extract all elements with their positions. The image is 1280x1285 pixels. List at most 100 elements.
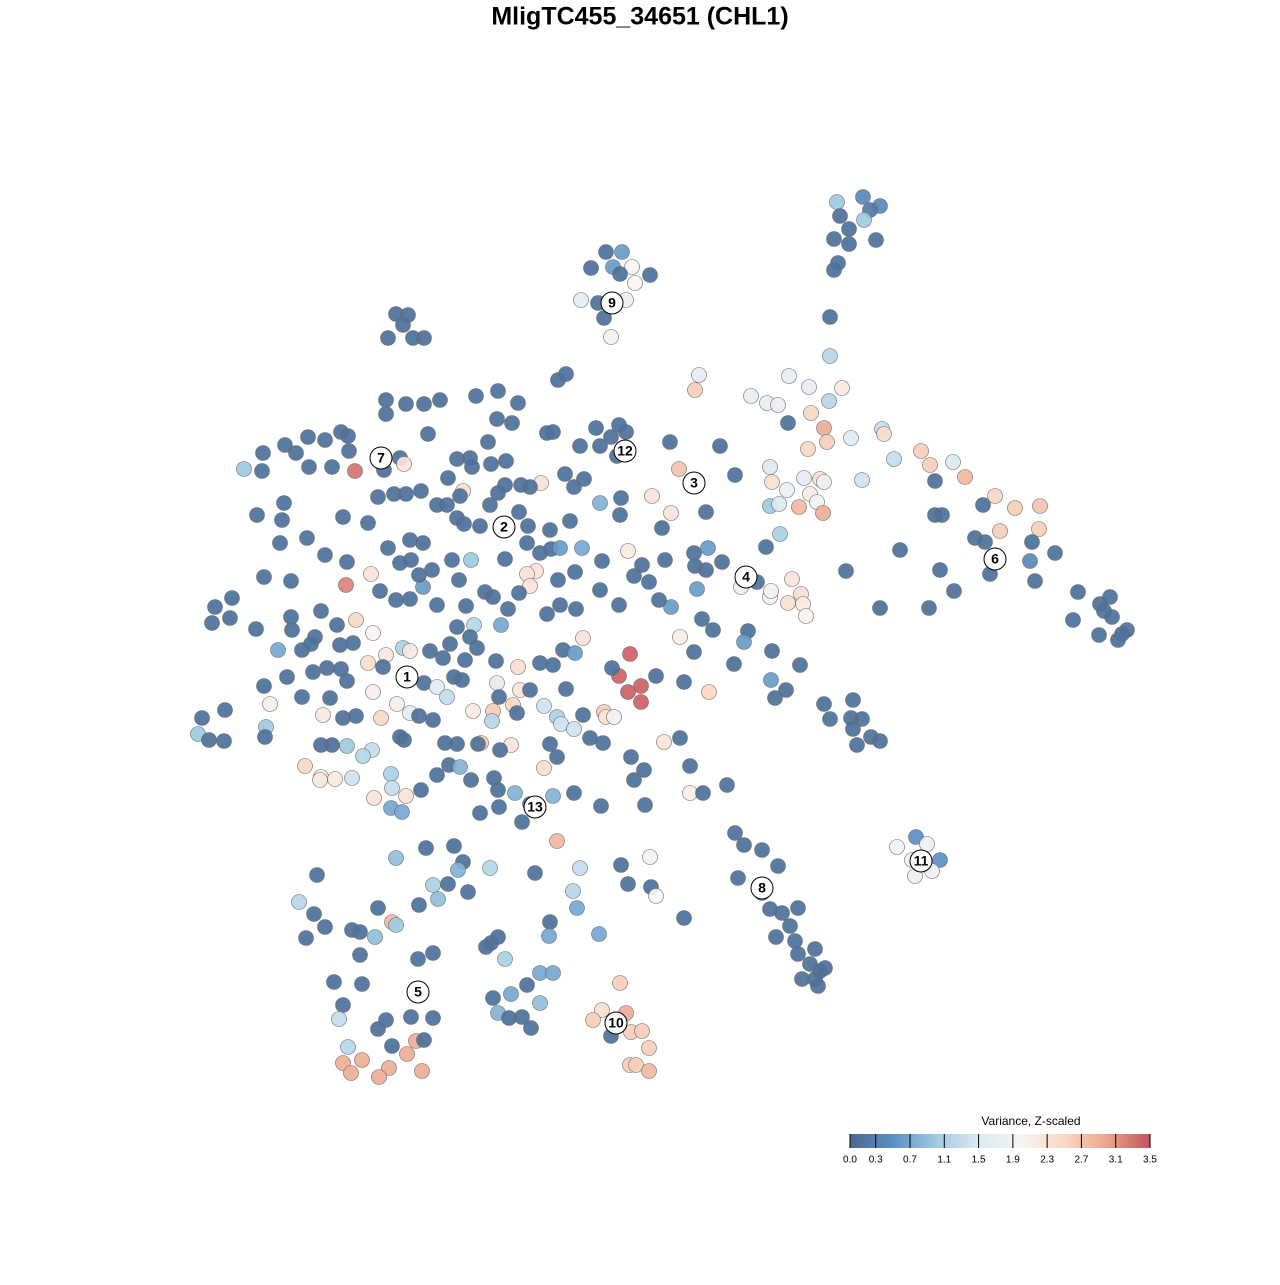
point — [201, 732, 217, 748]
point — [536, 698, 552, 714]
point — [457, 652, 473, 668]
colorbar-tick-label: 1.5 — [972, 1155, 986, 1166]
point — [383, 766, 399, 782]
point — [449, 451, 465, 467]
point — [1047, 545, 1063, 561]
point — [488, 653, 504, 669]
point — [472, 518, 488, 534]
point — [620, 684, 636, 700]
point — [411, 897, 427, 913]
point — [394, 804, 410, 820]
point — [303, 636, 319, 652]
point — [663, 599, 679, 615]
point — [381, 1060, 397, 1076]
cluster-label-badge — [983, 547, 1007, 571]
point — [977, 534, 993, 550]
point — [274, 512, 290, 528]
point — [822, 711, 838, 727]
point — [624, 259, 640, 275]
point — [791, 499, 807, 515]
point — [504, 415, 520, 431]
point — [552, 597, 568, 613]
point — [339, 554, 355, 570]
point — [698, 562, 714, 578]
point — [454, 672, 470, 688]
point — [558, 366, 574, 382]
point — [908, 829, 924, 845]
point — [572, 438, 588, 454]
point — [256, 569, 272, 585]
point — [620, 876, 636, 892]
point — [623, 749, 639, 765]
point — [463, 772, 479, 788]
point — [425, 1010, 441, 1026]
point — [452, 759, 468, 775]
point — [331, 1011, 347, 1027]
point — [780, 595, 796, 611]
point — [633, 678, 649, 694]
point — [429, 679, 445, 695]
point — [450, 862, 466, 878]
point — [854, 711, 870, 727]
point — [414, 1063, 430, 1079]
point — [420, 426, 436, 442]
point — [339, 673, 355, 689]
point — [772, 526, 788, 542]
point — [768, 929, 784, 945]
point — [849, 737, 865, 753]
point — [491, 689, 507, 705]
point — [348, 612, 364, 628]
point — [790, 946, 806, 962]
point — [854, 472, 870, 488]
point — [946, 583, 962, 599]
point — [591, 926, 607, 942]
point — [388, 850, 404, 866]
point — [932, 852, 948, 868]
cluster-label: 11 — [914, 853, 929, 869]
point — [498, 453, 514, 469]
point — [380, 540, 396, 556]
point — [283, 609, 299, 625]
point — [1032, 498, 1048, 514]
point — [855, 189, 871, 205]
point — [523, 1020, 539, 1036]
point — [224, 590, 240, 606]
point — [841, 236, 857, 252]
point — [770, 858, 786, 874]
point — [727, 825, 743, 841]
point — [490, 782, 506, 798]
point — [322, 690, 338, 706]
point — [700, 540, 716, 556]
point — [676, 674, 692, 690]
point — [398, 486, 414, 502]
point — [927, 473, 943, 489]
cluster-label: 1 — [403, 669, 411, 685]
point — [594, 1002, 610, 1018]
point — [612, 266, 628, 282]
point — [360, 655, 376, 671]
point — [588, 420, 604, 436]
point — [389, 696, 405, 712]
point — [279, 669, 295, 685]
point — [373, 710, 389, 726]
point — [435, 650, 451, 666]
point — [542, 522, 558, 538]
point — [411, 567, 427, 583]
cluster-label: 8 — [758, 880, 766, 896]
point — [886, 451, 902, 467]
point — [464, 459, 480, 475]
cluster-label-badge — [734, 565, 758, 589]
point — [255, 445, 271, 461]
point — [451, 572, 467, 588]
point — [598, 244, 614, 260]
cluster-label-badge — [750, 876, 774, 900]
point — [262, 696, 278, 712]
colorbar-tick-label: 1.9 — [1006, 1155, 1020, 1166]
cluster-label: 4 — [742, 569, 750, 585]
point — [567, 564, 583, 580]
point — [327, 771, 343, 787]
point — [490, 485, 506, 501]
point — [277, 437, 293, 453]
point — [648, 888, 664, 904]
